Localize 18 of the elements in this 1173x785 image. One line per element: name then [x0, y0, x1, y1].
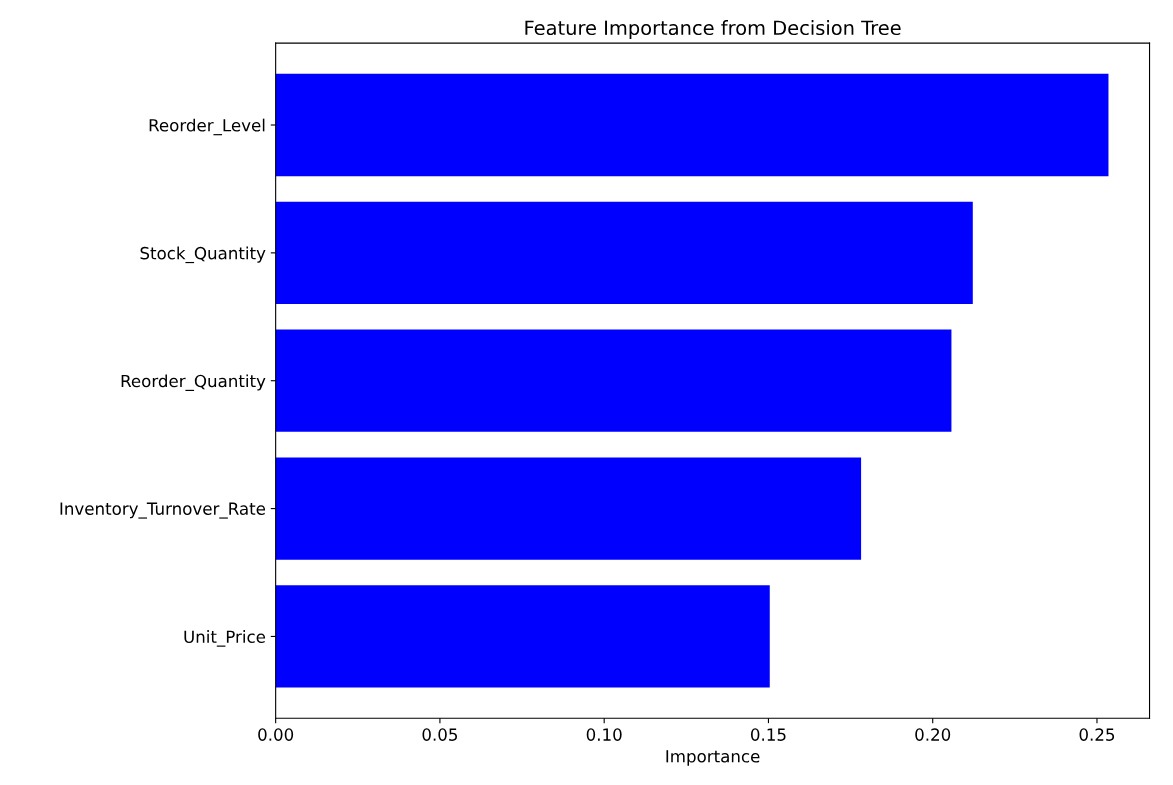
bar: [275, 201, 973, 305]
x-tick-label: 0.20: [915, 728, 951, 741]
chart-title: Feature Importance from Decision Tree: [525, 20, 901, 39]
bar: [275, 73, 1109, 177]
y-tick-label: Inventory_Turnover_Rate: [60, 502, 266, 519]
y-tick-label: Unit_Price: [184, 630, 266, 647]
x-tick-label: 0.15: [750, 728, 786, 741]
y-tick-label: Reorder_Quantity: [121, 374, 266, 391]
y-tick-label: Reorder_Level: [149, 118, 265, 136]
x-tick-label: 0.05: [422, 728, 458, 741]
x-axis-title: Importance: [666, 750, 760, 766]
bar: [275, 457, 862, 560]
x-tick-label: 0.25: [1079, 728, 1115, 741]
x-tick-label: 0.00: [258, 728, 294, 741]
y-tick-label: Stock_Quantity: [140, 246, 266, 264]
bar: [275, 329, 952, 432]
bar: [275, 585, 770, 688]
x-tick-label: 0.10: [586, 728, 622, 741]
